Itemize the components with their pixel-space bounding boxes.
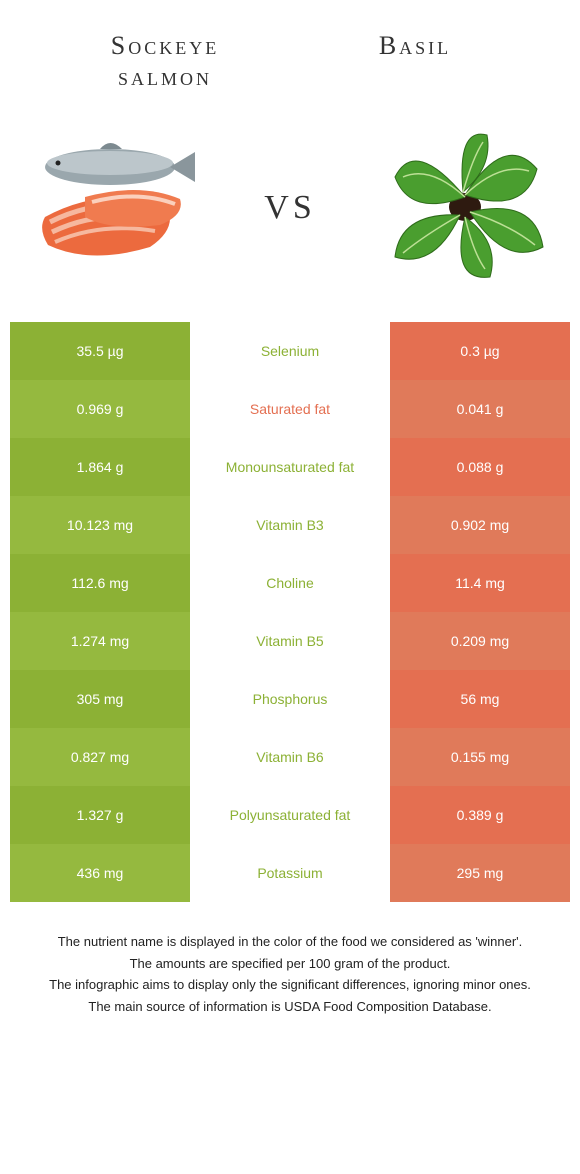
- right-food-title: Basil: [290, 30, 540, 61]
- nutrient-label: Vitamin B6: [190, 728, 390, 786]
- left-value: 1.864 g: [10, 438, 190, 496]
- right-value: 0.3 µg: [390, 322, 570, 380]
- nutrient-label: Monounsaturated fat: [190, 438, 390, 496]
- table-row: 305 mgPhosphorus56 mg: [10, 670, 570, 728]
- nutrient-label: Selenium: [190, 322, 390, 380]
- table-row: 436 mgPotassium295 mg: [10, 844, 570, 902]
- vs-label: vs: [264, 175, 315, 230]
- footnote-line: The infographic aims to display only the…: [30, 975, 550, 995]
- nutrient-label: Polyunsaturated fat: [190, 786, 390, 844]
- left-value: 35.5 µg: [10, 322, 190, 380]
- table-row: 1.327 gPolyunsaturated fat0.389 g: [10, 786, 570, 844]
- table-row: 1.864 gMonounsaturated fat0.088 g: [10, 438, 570, 496]
- nutrient-label: Potassium: [190, 844, 390, 902]
- table-row: 35.5 µgSelenium0.3 µg: [10, 322, 570, 380]
- left-value: 305 mg: [10, 670, 190, 728]
- nutrient-label: Saturated fat: [190, 380, 390, 438]
- right-value: 0.209 mg: [390, 612, 570, 670]
- right-value: 295 mg: [390, 844, 570, 902]
- images-row: vs: [0, 92, 580, 322]
- table-row: 0.827 mgVitamin B60.155 mg: [10, 728, 570, 786]
- nutrient-label: Phosphorus: [190, 670, 390, 728]
- left-value: 436 mg: [10, 844, 190, 902]
- footnote-line: The nutrient name is displayed in the co…: [30, 932, 550, 952]
- right-value: 0.041 g: [390, 380, 570, 438]
- nutrient-label: Choline: [190, 554, 390, 612]
- left-value: 0.969 g: [10, 380, 190, 438]
- right-value: 11.4 mg: [390, 554, 570, 612]
- footnotes: The nutrient name is displayed in the co…: [0, 902, 580, 1016]
- nutrient-label: Vitamin B3: [190, 496, 390, 554]
- right-value: 0.155 mg: [390, 728, 570, 786]
- left-value: 112.6 mg: [10, 554, 190, 612]
- table-row: 0.969 gSaturated fat0.041 g: [10, 380, 570, 438]
- left-food-title: Sockeyesalmon: [40, 30, 290, 92]
- nutrient-table: 35.5 µgSelenium0.3 µg0.969 gSaturated fa…: [10, 322, 570, 902]
- left-value: 1.274 mg: [10, 612, 190, 670]
- table-row: 112.6 mgCholine11.4 mg: [10, 554, 570, 612]
- table-row: 10.123 mgVitamin B30.902 mg: [10, 496, 570, 554]
- salmon-image: [30, 117, 200, 287]
- left-value: 1.327 g: [10, 786, 190, 844]
- right-value: 0.088 g: [390, 438, 570, 496]
- left-value: 0.827 mg: [10, 728, 190, 786]
- nutrient-label: Vitamin B5: [190, 612, 390, 670]
- basil-image: [380, 117, 550, 287]
- table-row: 1.274 mgVitamin B50.209 mg: [10, 612, 570, 670]
- left-value: 10.123 mg: [10, 496, 190, 554]
- footnote-line: The main source of information is USDA F…: [30, 997, 550, 1017]
- right-value: 0.902 mg: [390, 496, 570, 554]
- header: Sockeyesalmon Basil: [0, 0, 580, 92]
- footnote-line: The amounts are specified per 100 gram o…: [30, 954, 550, 974]
- right-value: 0.389 g: [390, 786, 570, 844]
- right-value: 56 mg: [390, 670, 570, 728]
